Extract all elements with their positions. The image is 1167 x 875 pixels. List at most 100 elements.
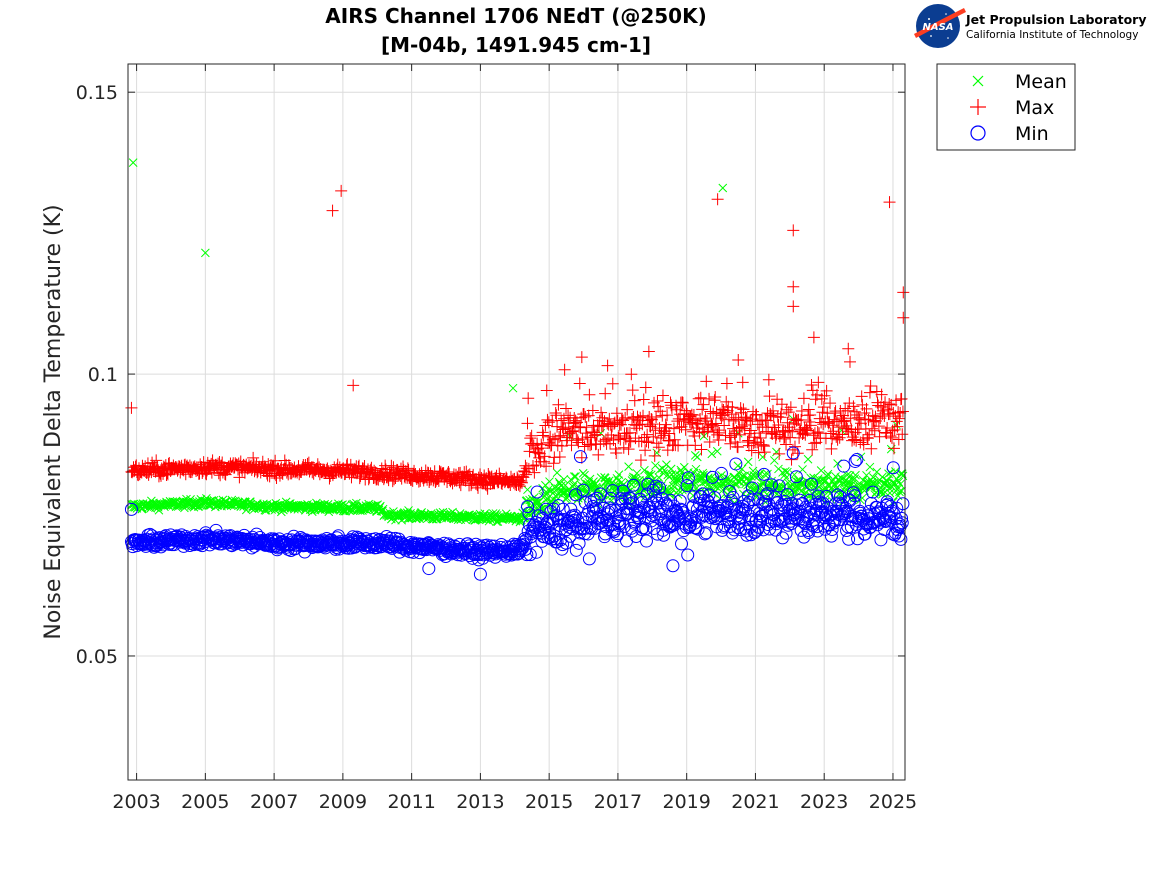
min-point bbox=[653, 481, 667, 495]
max-point bbox=[537, 429, 550, 442]
max-point bbox=[641, 428, 654, 441]
max-point bbox=[875, 388, 888, 401]
min-point bbox=[124, 502, 138, 516]
max-point bbox=[150, 454, 163, 467]
max-point bbox=[610, 447, 623, 460]
max-point bbox=[538, 450, 551, 463]
max-point bbox=[323, 472, 336, 485]
max-point bbox=[605, 428, 618, 441]
min-point bbox=[828, 513, 842, 527]
max-point bbox=[562, 409, 575, 422]
max-point bbox=[626, 413, 639, 426]
max-point bbox=[549, 406, 562, 419]
min-point bbox=[757, 467, 771, 481]
max-point bbox=[786, 443, 799, 456]
min-point bbox=[559, 536, 573, 550]
max-point bbox=[852, 411, 865, 424]
max-point bbox=[670, 403, 683, 416]
max-point bbox=[663, 427, 676, 440]
y-tick-label: 0.15 bbox=[76, 82, 118, 104]
max-point bbox=[723, 429, 736, 442]
min-point bbox=[738, 504, 752, 518]
max-point bbox=[547, 457, 560, 470]
max-point bbox=[825, 442, 838, 455]
max-point bbox=[753, 427, 766, 440]
max-point bbox=[896, 428, 909, 441]
mean-point bbox=[552, 468, 562, 478]
min-point bbox=[681, 548, 695, 562]
max-point bbox=[586, 404, 599, 417]
x-tick-label: 2013 bbox=[456, 791, 504, 813]
min-point bbox=[606, 484, 620, 498]
max-point bbox=[617, 414, 630, 427]
legend-item-max: Max bbox=[970, 97, 1054, 119]
max-point bbox=[375, 469, 388, 482]
max-point bbox=[216, 456, 229, 469]
max-point bbox=[648, 449, 661, 462]
max-point bbox=[699, 412, 712, 425]
max-point bbox=[557, 423, 570, 436]
max-point bbox=[705, 418, 718, 431]
max-point bbox=[659, 418, 672, 431]
max-point bbox=[742, 439, 755, 452]
max-point bbox=[634, 454, 647, 467]
min-point bbox=[796, 496, 810, 510]
max-point bbox=[694, 413, 707, 426]
max-point bbox=[614, 433, 627, 446]
max-point bbox=[757, 438, 770, 451]
min-point bbox=[723, 519, 737, 533]
max-point bbox=[574, 421, 587, 434]
min-point bbox=[833, 490, 847, 504]
min-point bbox=[779, 526, 793, 540]
max-point bbox=[695, 443, 708, 456]
max-point bbox=[661, 444, 674, 457]
max-point bbox=[808, 437, 821, 450]
max-point bbox=[554, 429, 567, 442]
max-point bbox=[890, 394, 903, 407]
max-point bbox=[782, 406, 795, 419]
max-point bbox=[744, 424, 757, 437]
max-point bbox=[588, 429, 601, 442]
max-point bbox=[891, 420, 904, 433]
max-point bbox=[569, 414, 582, 427]
min-point bbox=[622, 502, 636, 516]
max-point bbox=[773, 447, 786, 460]
legend-box bbox=[936, 63, 1076, 151]
mean-point bbox=[632, 468, 642, 478]
mean-point bbox=[508, 383, 518, 393]
max-point bbox=[341, 458, 354, 471]
min-point bbox=[740, 528, 754, 542]
min-point bbox=[673, 494, 687, 508]
max-point bbox=[745, 444, 758, 457]
min-point bbox=[521, 500, 535, 514]
max-point bbox=[860, 402, 873, 415]
chart-title-line2: [M-04b, 1491.945 cm-1] bbox=[381, 33, 651, 57]
min-point bbox=[685, 513, 699, 527]
max-point bbox=[729, 436, 742, 449]
min-point bbox=[765, 478, 779, 492]
max-point bbox=[883, 408, 896, 421]
max-point bbox=[688, 429, 701, 442]
max-point bbox=[817, 401, 830, 414]
max-point bbox=[885, 431, 898, 444]
min-point bbox=[804, 477, 818, 491]
max-point bbox=[839, 422, 852, 435]
max-point bbox=[628, 394, 641, 407]
max-point bbox=[326, 204, 339, 217]
min-point bbox=[780, 488, 794, 502]
legend-item-mean: Mean bbox=[972, 71, 1067, 93]
max-point bbox=[820, 384, 833, 397]
max-point bbox=[813, 427, 826, 440]
mean-point bbox=[403, 514, 413, 523]
max-point bbox=[736, 376, 749, 389]
min-point bbox=[643, 500, 657, 514]
max-point bbox=[541, 413, 554, 426]
mean-point bbox=[819, 484, 829, 493]
x-tick-labels: 2003 2005 2007 2009 2011 2013 2015 2017 2019 2021… bbox=[112, 791, 917, 813]
max-point bbox=[623, 426, 636, 439]
max-point bbox=[533, 447, 546, 460]
min-point bbox=[759, 489, 773, 503]
min-point bbox=[848, 489, 862, 503]
nasa-logo-text: NASA bbox=[922, 22, 953, 33]
